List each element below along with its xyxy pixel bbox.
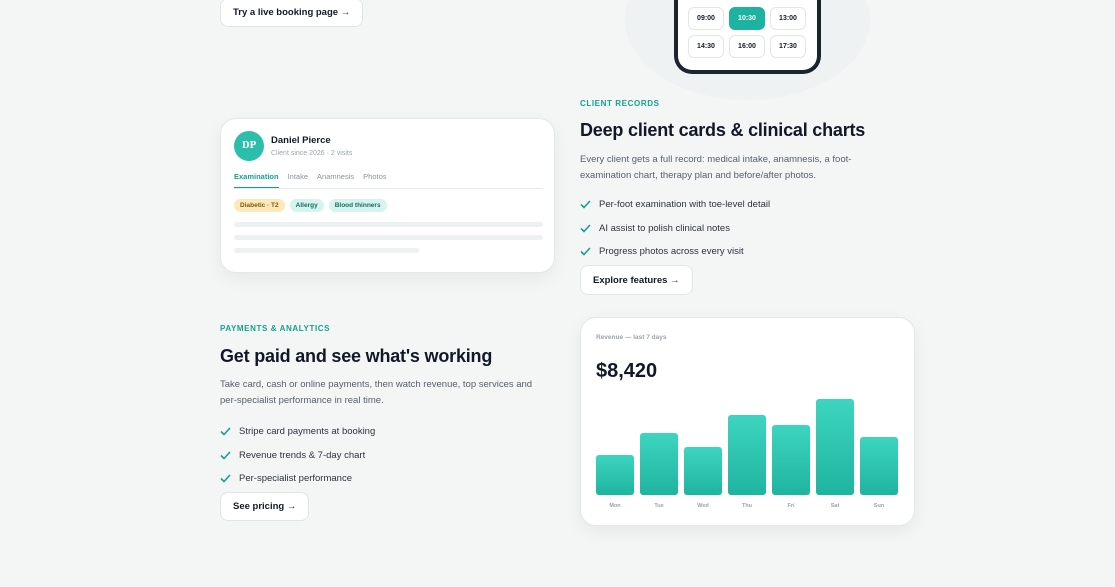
bar: [816, 399, 854, 495]
bar-chart: Mon Tue Wed Thu Fri Sat Sun: [596, 399, 898, 509]
day-label: Fri: [787, 503, 795, 509]
eyebrow: PAYMENTS & ANALYTICS: [220, 324, 331, 333]
check-icon: [220, 474, 231, 483]
feature: AI assist to polish clinical notes: [580, 217, 770, 241]
tag: Blood thinners: [328, 199, 387, 212]
tab[interactable]: Intake: [287, 172, 309, 181]
feature: Per-specialist performance: [220, 467, 375, 491]
skeleton: [234, 235, 543, 240]
button[interactable]: Try a live booking page →: [220, 0, 364, 27]
description: Take card, cash or online payments, then…: [220, 379, 533, 406]
feature-list: Stripe card payments at booking Revenue t…: [220, 420, 375, 491]
day-label: Wed: [697, 503, 709, 509]
tag: Allergy: [289, 199, 324, 212]
feature-text: AI assist to polish clinical notes: [599, 222, 730, 234]
time-slot[interactable]: 13:00: [770, 7, 806, 30]
heading: Deep client cards & clinical charts: [580, 120, 866, 140]
check-icon: [580, 200, 591, 209]
time-slot[interactable]: 14:30: [688, 35, 724, 58]
client-name: Daniel Pierce: [271, 135, 331, 146]
day-label: Thu: [742, 503, 752, 509]
check-icon: [220, 427, 231, 436]
tab[interactable]: Examination: [234, 172, 279, 188]
day-label: Sat: [831, 503, 840, 509]
revenue-total: $8,420: [596, 360, 658, 382]
phone-mockup: 09:00 10:30 13:00 14:30 16:00 17:30: [674, 0, 821, 74]
check-icon: [580, 247, 591, 256]
feature-text: Per-foot examination with toe-level deta…: [599, 199, 771, 211]
bar: [596, 454, 634, 495]
feature-text: Progress photos across every visit: [599, 246, 744, 258]
tab[interactable]: Anamnesis: [317, 172, 355, 181]
feature-list: Per-foot examination with toe-level deta…: [580, 193, 770, 264]
avatar: DP: [234, 131, 264, 161]
feature: Revenue trends & 7-day chart: [220, 444, 375, 468]
tags: Diabetic · T2 Allergy Blood thinners: [234, 199, 392, 212]
check-icon: [220, 451, 231, 460]
description: Every client gets a full record: medical…: [580, 154, 852, 181]
bar: [640, 432, 678, 495]
feature-text: Revenue trends & 7-day chart: [239, 449, 366, 461]
feature-text: Per-specialist performance: [239, 473, 352, 485]
bar: [728, 414, 766, 495]
day-label: Mon: [609, 503, 621, 509]
day-label: Sun: [874, 503, 885, 509]
time-slot[interactable]: 17:30: [770, 35, 806, 58]
feature: Progress photos across every visit: [580, 240, 770, 264]
client-card: DP Daniel Pierce Client since 2026 · 2 v…: [220, 118, 555, 273]
bar: [860, 436, 898, 495]
check-icon: [580, 224, 591, 233]
button[interactable]: Explore features →: [580, 265, 693, 295]
heading: Get paid and see what's working: [220, 346, 493, 366]
time-slot[interactable]: 09:00: [688, 7, 724, 30]
feature-text: Stripe card payments at booking: [239, 426, 376, 438]
skeleton: [234, 222, 543, 227]
tabs: Examination Intake Anamnesis Photos: [234, 172, 543, 189]
button[interactable]: See pricing →: [220, 492, 310, 521]
day-label: Tue: [654, 503, 663, 509]
revenue-label: Revenue — last 7 days: [596, 334, 667, 341]
tag: Diabetic · T2: [234, 199, 285, 212]
time-slot[interactable]: 16:00: [729, 35, 765, 58]
skeleton: [234, 248, 419, 253]
bar: [684, 447, 722, 495]
client-meta: Client since 2026 · 2 visits: [271, 150, 353, 157]
tab[interactable]: Photos: [363, 172, 387, 181]
bar: [772, 424, 810, 495]
eyebrow: CLIENT RECORDS: [580, 99, 660, 108]
time-slot[interactable]: 10:30: [729, 7, 765, 30]
feature: Per-foot examination with toe-level deta…: [580, 193, 770, 217]
feature: Stripe card payments at booking: [220, 420, 375, 444]
